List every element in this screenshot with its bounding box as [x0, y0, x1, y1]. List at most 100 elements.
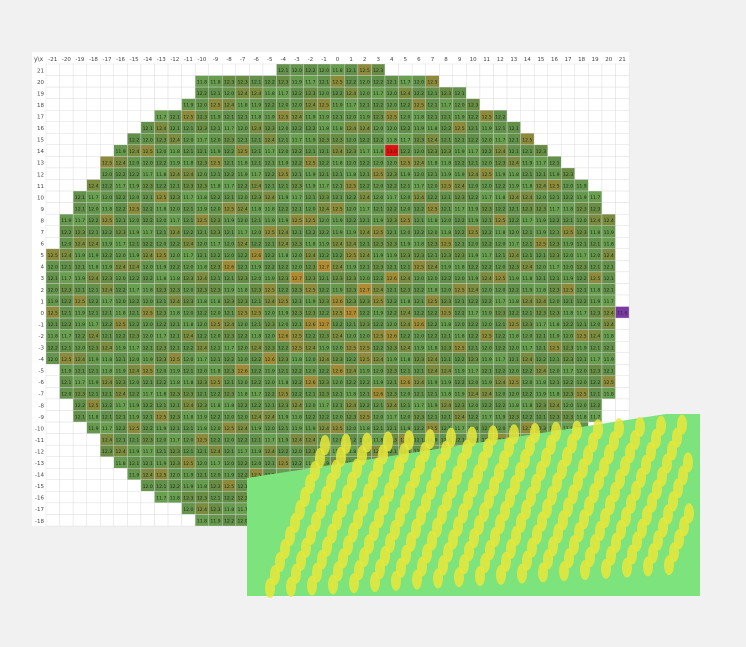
cell-value-label: 12.4: [170, 172, 180, 178]
cell-value-label: 12.2: [360, 380, 370, 386]
cell-value-label: 12.2: [468, 264, 478, 270]
cell-value-label: 12.1: [143, 415, 153, 421]
cell-value-label: 11.8: [265, 207, 275, 213]
empty-cell: [113, 98, 128, 111]
cell-value-label: 12.5: [251, 311, 261, 317]
empty-cell: [615, 63, 630, 76]
y-tick-label: -15: [35, 484, 44, 490]
cell-value-label: 12.2: [129, 137, 139, 143]
cell-value-label: 11.7: [400, 80, 410, 86]
empty-cell: [615, 144, 630, 157]
cell-value-label: 11.9: [454, 368, 464, 374]
cell-value-label: 12.5: [278, 114, 288, 120]
cell-value-label: 12.1: [88, 311, 98, 317]
cell-value-label: 11.8: [224, 507, 234, 513]
cell-value-label: 12.0: [156, 149, 166, 155]
empty-cell: [181, 86, 196, 99]
empty-cell: [466, 63, 481, 76]
empty-cell: [100, 491, 114, 504]
cell-value-label: 12.1: [197, 449, 207, 455]
empty-cell: [72, 121, 87, 134]
cell-value-label: 12.2: [265, 391, 275, 397]
cell-value-label: 12.0: [251, 230, 261, 236]
cell-value-label: 11.8: [170, 276, 180, 282]
cell-value-label: 12.0: [400, 114, 410, 120]
cell-value-label: 12.1: [88, 230, 98, 236]
cell-value-label: 12.2: [387, 311, 397, 317]
cell-value-label: 11.7: [387, 415, 397, 421]
empty-cell: [45, 109, 60, 122]
cell-value-label: 12.1: [251, 299, 261, 305]
cell-value-label: 11.8: [156, 172, 166, 178]
cell-value-label: 11.9: [251, 103, 261, 109]
cell-value-label: 11.8: [238, 160, 248, 166]
y-tick-label: 17: [37, 115, 44, 121]
empty-cell: [127, 109, 142, 122]
cell-value-label: 11.9: [468, 218, 478, 224]
empty-cell: [452, 63, 467, 76]
empty-cell: [59, 479, 74, 492]
cell-value-label: 12.0: [509, 230, 519, 236]
cell-value-label: 12.3: [278, 403, 288, 409]
cell-value-label: 11.7: [75, 218, 85, 224]
empty-cell: [615, 329, 630, 342]
cell-value-label: 12.0: [129, 195, 139, 201]
empty-cell: [547, 98, 562, 111]
cell-value-label: 12.1: [346, 68, 356, 74]
cell-value-label: 12.1: [427, 391, 437, 397]
cell-value-label: 12.2: [251, 380, 261, 386]
cell-value-label: 11.7: [454, 207, 464, 213]
cell-value-label: 11.9: [509, 276, 519, 282]
cell-value-label: 12.1: [170, 126, 180, 132]
empty-cell: [479, 63, 494, 76]
cell-value-label: 12.6: [265, 357, 275, 363]
empty-cell: [615, 213, 630, 226]
empty-cell: [561, 156, 576, 169]
cell-value-label: 12.4: [238, 241, 248, 247]
x-tick-label: -7: [240, 57, 246, 63]
cell-value-label: 12.3: [441, 299, 451, 305]
cell-value-label: 11.9: [61, 368, 71, 374]
cell-value-label: 12.3: [454, 403, 464, 409]
cell-value-label: 12.2: [522, 415, 532, 421]
empty-cell: [506, 109, 521, 122]
cell-value-label: 12.4: [360, 230, 370, 236]
cell-value-label: 12.2: [332, 322, 342, 328]
cell-value-label: 11.9: [400, 172, 410, 178]
cell-value-label: 11.9: [482, 311, 492, 317]
cell-value-label: 12.0: [183, 507, 193, 513]
cell-value-label: 12.3: [197, 126, 207, 132]
cell-value-label: 12.2: [495, 207, 505, 213]
cell-value-label: 12.0: [468, 184, 478, 190]
cell-value-label: 11.9: [373, 253, 383, 259]
cell-value-label: 11.8: [156, 391, 166, 397]
cell-value-label: 12.2: [278, 449, 288, 455]
cell-value-label: 12.1: [590, 241, 600, 247]
cell-value-label: 12.7: [319, 264, 329, 270]
cell-value-label: 11.9: [360, 368, 370, 374]
empty-cell: [59, 98, 74, 111]
cell-value-label: 11.7: [319, 403, 329, 409]
cell-value-label: 12.1: [102, 415, 112, 421]
cell-value-label: 12.1: [522, 311, 532, 317]
empty-cell: [615, 260, 630, 273]
y-tick-label: 7: [41, 230, 45, 236]
empty-cell: [615, 283, 630, 296]
empty-cell: [493, 63, 508, 76]
cell-value-label: 12.5: [183, 114, 193, 120]
empty-cell: [615, 364, 630, 377]
cell-value-label: 12.5: [183, 461, 193, 467]
cell-value-label: 12.1: [427, 172, 437, 178]
cell-value-label: 12.0: [224, 241, 234, 247]
cell-value-label: 12.0: [414, 149, 424, 155]
cell-value-label: 12.5: [346, 184, 356, 190]
cell-value-label: 11.9: [427, 403, 437, 409]
empty-cell: [72, 502, 87, 515]
cell-value-label: 12.3: [536, 311, 546, 317]
cell-value-label: 11.8: [102, 207, 112, 213]
empty-cell: [86, 109, 101, 122]
cell-value-label: 12.2: [224, 172, 234, 178]
cell-value-label: 12.3: [170, 449, 180, 455]
cell-value-label: 12.2: [238, 334, 248, 340]
cell-value-label: 12.2: [156, 160, 166, 166]
